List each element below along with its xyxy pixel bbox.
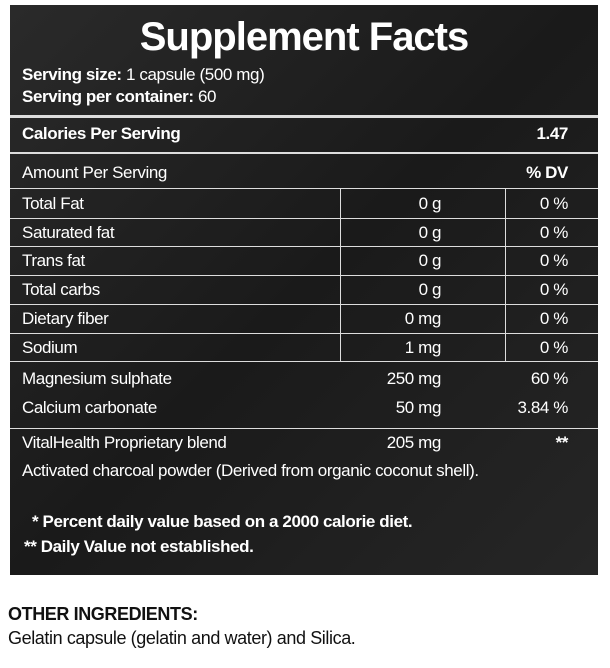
nutrient-amount: 0 g — [418, 222, 442, 242]
nutrient-name: Calcium carbonate — [22, 397, 157, 417]
row-divider — [10, 217, 598, 219]
title: Supplement Facts — [139, 15, 470, 59]
row-divider — [10, 246, 598, 248]
other-ingredients-heading: OTHER INGREDIENTS: — [8, 604, 198, 624]
nutrient-name: Total Fat — [22, 194, 84, 213]
amount-header: Amount Per Serving — [22, 163, 167, 182]
footnote: * Percent daily value based on a 2000 ca… — [32, 512, 413, 531]
column-divider — [340, 189, 341, 362]
serving-per-container: Serving per container: 60 — [22, 87, 216, 107]
nutrient-name: Dietary fiber — [22, 308, 109, 328]
divider — [10, 361, 598, 363]
blend-name: VitalHealth Proprietary blend — [22, 433, 227, 452]
blend-amount: 205 mg — [386, 433, 442, 452]
dv-header: % DV — [526, 163, 568, 182]
nutrient-amount: 0 g — [418, 280, 442, 300]
nutrient-amount: 0 g — [418, 194, 442, 213]
nutrient-amount: 250 mg — [386, 369, 442, 389]
row-divider — [10, 275, 598, 277]
calories-value: 1.47 — [536, 124, 569, 143]
nutrient-dv: 0 % — [539, 308, 568, 328]
nutrient-name: Trans fat — [22, 251, 85, 271]
calories-label: Calories Per Serving — [22, 124, 181, 143]
nutrient-name: Saturated fat — [22, 222, 115, 242]
divider — [10, 188, 598, 189]
nutrient-name: Magnesium sulphate — [22, 369, 172, 389]
nutrient-dv: 0 % — [539, 194, 568, 213]
value: 60 — [197, 87, 217, 106]
row-divider — [10, 303, 598, 305]
nutrient-amount: 50 mg — [395, 397, 442, 417]
nutrient-name: Sodium — [22, 337, 78, 357]
blend-dv: ** — [555, 433, 569, 452]
value: 1 capsule (500 mg) — [126, 65, 265, 84]
nutrient-dv: 0 % — [539, 337, 568, 357]
column-divider — [505, 189, 506, 362]
blend-description: Activated charcoal powder (Derived from … — [22, 461, 479, 480]
nutrient-dv: 0 % — [539, 280, 568, 300]
nutrient-amount: 0 g — [418, 251, 442, 271]
serving-size: Serving size: 1 capsule (500 mg) — [22, 65, 265, 85]
footnote: ** Daily Value not established. — [24, 537, 254, 556]
nutrient-name: Total carbs — [22, 280, 100, 300]
divider — [10, 428, 598, 429]
nutrient-amount: 1 mg — [404, 337, 442, 357]
label: Serving per container: — [22, 87, 194, 106]
nutrient-dv: 60 % — [530, 369, 569, 389]
nutrient-amount: 0 mg — [404, 308, 442, 328]
other-ingredients-text: Gelatin capsule (gelatin and water) and … — [8, 628, 356, 648]
facts-panel: Supplement Facts Serving size: 1 capsule… — [10, 5, 598, 575]
divider — [10, 152, 598, 154]
nutrient-dv: 0 % — [539, 251, 568, 271]
label: Serving size: — [22, 65, 122, 84]
nutrient-dv: 0 % — [539, 222, 568, 242]
divider — [10, 115, 598, 118]
row-divider — [10, 332, 598, 334]
nutrient-dv: 3.84 % — [517, 397, 568, 417]
